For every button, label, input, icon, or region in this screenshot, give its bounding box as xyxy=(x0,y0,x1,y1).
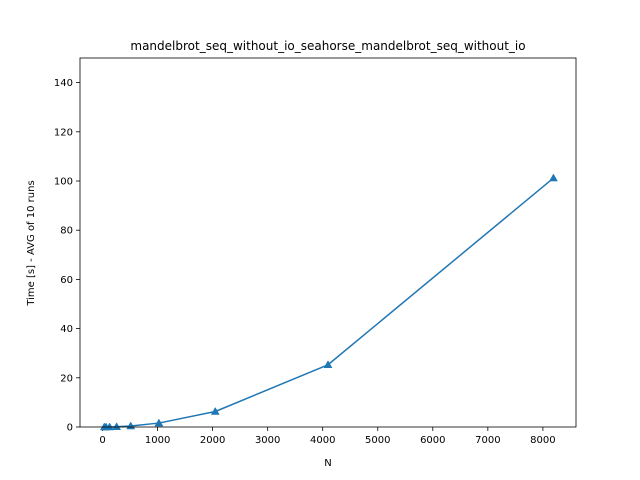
data-point xyxy=(210,406,220,415)
axes-frame xyxy=(79,57,577,428)
y-tick-label: 0 xyxy=(67,423,73,434)
y-tick-label: 80 xyxy=(60,226,73,237)
chart-title: mandelbrot_seq_without_io_seahorse_mande… xyxy=(130,39,525,53)
y-axis-label: Time [s] - AVG of 10 runs xyxy=(26,180,37,306)
data-point xyxy=(105,422,115,431)
data-point xyxy=(549,173,558,182)
x-tick-label: 4000 xyxy=(310,435,335,446)
x-tick-label: 0 xyxy=(99,435,105,446)
x-tick-label: 7000 xyxy=(475,435,500,446)
y-tick-label: 20 xyxy=(60,373,73,384)
x-tick-label: 3000 xyxy=(255,435,280,446)
x-tick-label: 8000 xyxy=(530,435,555,446)
data-point xyxy=(112,422,122,431)
x-tick-label: 2000 xyxy=(200,435,225,446)
y-tick-label: 60 xyxy=(60,275,73,286)
plot-area: 0 1000 2000 3000 4000 5000 6000 7000 8000 0 20 40 60… xyxy=(54,57,577,446)
y-tick-label: 100 xyxy=(54,177,73,188)
x-tick-label: 5000 xyxy=(365,435,390,446)
y-tick-label: 40 xyxy=(60,324,73,335)
data-point xyxy=(323,360,333,369)
x-tick-label: 6000 xyxy=(420,435,445,446)
y-tick-label: 140 xyxy=(54,78,73,89)
y-tick-label: 120 xyxy=(54,127,73,138)
x-tick-label: 1000 xyxy=(145,435,170,446)
data-point xyxy=(154,418,164,427)
x-axis-label: N xyxy=(324,458,331,469)
